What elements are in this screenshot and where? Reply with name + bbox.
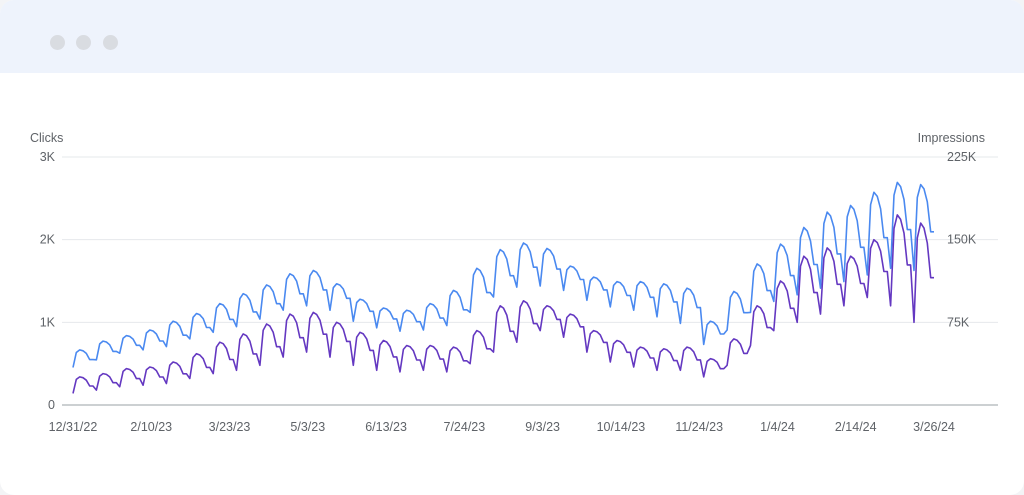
y-right-axis-label: Impressions <box>918 131 985 145</box>
x-tick-label: 5/3/23 <box>290 420 325 434</box>
window-dot <box>50 35 65 50</box>
x-tick-label: 1/4/24 <box>760 420 795 434</box>
y-right-ticks: 75K 150K 225K <box>947 150 977 329</box>
window-dot <box>76 35 91 50</box>
y-left-axis-label: Clicks <box>30 131 63 145</box>
y-left-tick-label: 0 <box>48 398 55 412</box>
series-lines <box>72 181 934 394</box>
x-tick-label: 11/24/23 <box>675 420 723 434</box>
x-tick-label: 2/14/24 <box>835 420 877 434</box>
x-tick-label: 7/24/23 <box>444 420 486 434</box>
x-tick-label: 12/31/22 <box>49 420 98 434</box>
y-right-tick-label: 150K <box>947 233 977 247</box>
window-titlebar <box>0 0 1024 73</box>
window-dot <box>103 35 118 50</box>
x-tick-label: 6/13/23 <box>365 420 407 434</box>
grid <box>62 156 998 323</box>
y-left-tick-label: 1K <box>40 315 56 329</box>
x-ticks: 12/31/22 2/10/23 3/23/23 5/3/23 6/13/23 7/24/… <box>49 420 955 434</box>
y-left-tick-label: 2K <box>40 233 56 247</box>
x-tick-label: 2/10/23 <box>130 420 172 434</box>
x-tick-label: 9/3/23 <box>525 420 560 434</box>
x-tick-label: 10/14/23 <box>597 420 646 434</box>
y-right-tick-label: 225K <box>947 150 977 164</box>
impressions-series-line <box>72 181 934 368</box>
y-left-ticks: 0 1K 2K 3K <box>40 150 56 412</box>
y-right-tick-label: 75K <box>947 315 970 329</box>
y-left-tick-label: 3K <box>40 150 56 164</box>
x-tick-label: 3/26/24 <box>913 420 955 434</box>
x-tick-label: 3/23/23 <box>209 420 251 434</box>
clicks-series-line <box>72 214 934 394</box>
